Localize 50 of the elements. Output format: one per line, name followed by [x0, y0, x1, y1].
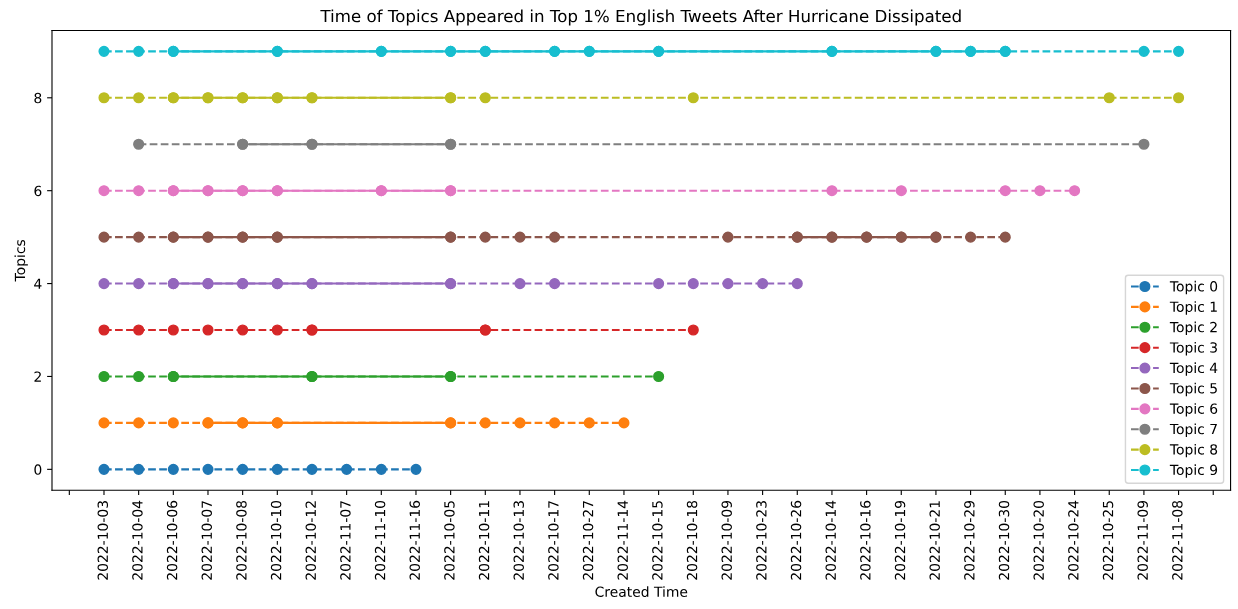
x-tick-label: 2022-10-12: [305, 501, 317, 580]
x-tick-label: 2022-10-26: [790, 500, 802, 580]
x-tick-label: 2022-10-27: [582, 501, 594, 580]
x-tick-label: 2022-10-13: [513, 501, 524, 580]
chart-title: Time of Topics Appeared in Top 1% English Tweets After Hurricane Dissipated: [320, 9, 961, 26]
y-tick-label: 0: [34, 464, 42, 475]
x-axis-title: Created Time: [595, 586, 688, 597]
x-tick-label: 2022-10-24: [1068, 500, 1079, 580]
y-tick-label: 8: [34, 92, 42, 104]
x-tick-label: 2022-11-10: [374, 500, 386, 580]
x-tick-label: 2022-10-17: [548, 501, 559, 580]
x-tick-label: 2022-10-18: [686, 500, 698, 580]
legend-label: Topic 6: [1169, 403, 1218, 417]
x-tick-label: 2022-10-19: [894, 500, 906, 580]
legend-label: Topic 8: [1169, 443, 1218, 458]
x-tick-label: 2022-10-10: [270, 500, 282, 580]
x-tick-label: 2022-10-30: [998, 500, 1010, 580]
x-tick-label: 2022-11-07: [340, 501, 351, 580]
x-tick-label: 2022-10-06: [166, 500, 178, 580]
x-tick-label: 2022-10-14: [825, 500, 836, 580]
x-tick-label: 2022-11-08: [1172, 500, 1183, 580]
x-tick-label: 2022-11-09: [1137, 500, 1148, 580]
legend-label: Topic 5: [1169, 382, 1217, 397]
x-tick-label: 2022-11-14: [617, 500, 628, 580]
x-tick-label: 2022-10-03: [97, 501, 109, 580]
legend-label: Topic 2: [1169, 321, 1217, 336]
y-tick-label: 4: [34, 278, 42, 289]
legend-label: Topic 4: [1169, 362, 1218, 376]
x-tick-label: 2022-10-11: [478, 501, 490, 580]
y-tick-label: 6: [34, 185, 42, 197]
x-tick-label: 2022-10-07: [201, 501, 213, 580]
x-tick-label: 2022-10-25: [1102, 501, 1114, 580]
x-tick-label: 2022-10-29: [964, 500, 975, 580]
y-tick-label: 2: [34, 371, 41, 382]
x-tick-label: 2022-10-09: [721, 500, 732, 580]
x-tick-label: 2022-10-08: [236, 500, 247, 580]
x-tick-label: 2022-11-16: [409, 500, 420, 580]
legend-label: Topic 0: [1169, 280, 1218, 295]
x-tick-label: 2022-10-04: [132, 500, 143, 580]
y-axis-title: Topics: [14, 239, 28, 282]
x-tick-label: 2022-10-21: [929, 501, 940, 580]
x-tick-label: 2022-10-05: [444, 501, 455, 580]
x-tick-label: 2022-10-23: [756, 501, 767, 580]
legend-label: Topic 9: [1169, 464, 1218, 478]
legend-label: Topic 7: [1169, 423, 1217, 437]
x-tick-label: 2022-10-15: [652, 501, 663, 580]
x-tick-label: 2022-10-20: [1033, 500, 1044, 580]
x-tick-label: 2022-10-16: [860, 500, 871, 580]
legend-label: Topic 3: [1169, 341, 1217, 356]
legend-label: Topic 1: [1169, 301, 1217, 315]
